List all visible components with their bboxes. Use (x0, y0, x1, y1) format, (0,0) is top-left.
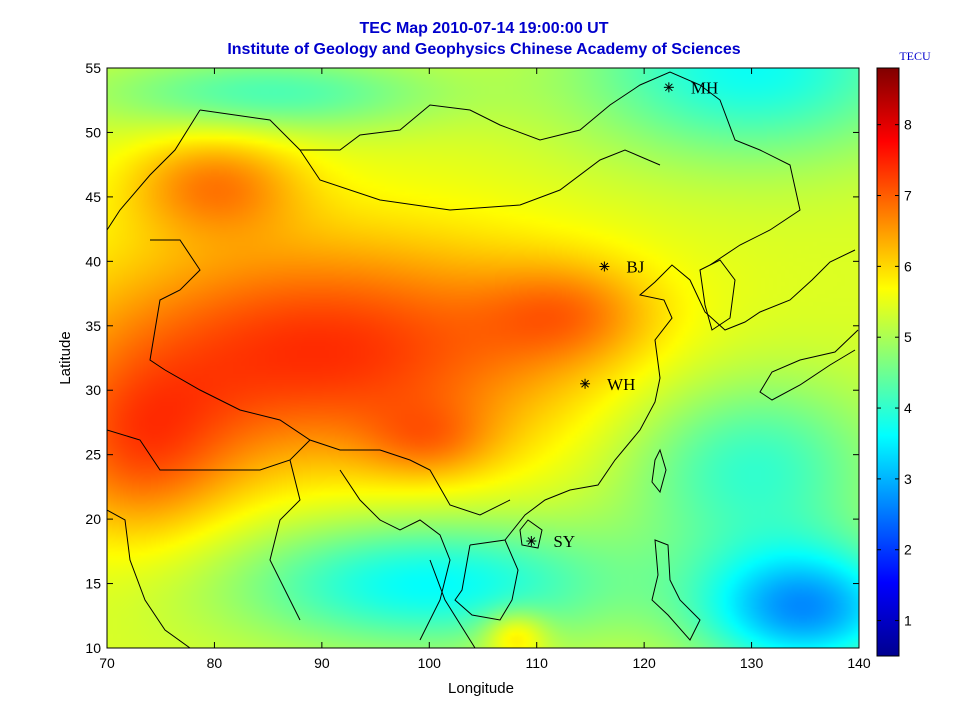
station-sy: SY (526, 532, 575, 551)
station-markers: MH BJ WH SY (526, 78, 718, 551)
chart-subtitle: Institute of Geology and Geophysics Chin… (227, 41, 740, 58)
coastline-borders (107, 71, 859, 648)
station-marker-stroke (581, 379, 589, 388)
x-tick-label: 80 (207, 655, 223, 671)
station-label: MH (691, 78, 718, 97)
y-axis-ticks: 10 15 20 25 30 35 40 45 50 55 (85, 60, 859, 656)
border-south-asia (107, 429, 311, 621)
station-marker-stroke (527, 537, 536, 545)
colorbar-tick-label: 4 (904, 400, 912, 416)
colorbar-tick-label: 7 (904, 188, 912, 204)
y-tick-label: 20 (85, 511, 101, 527)
philippines-outline (651, 539, 701, 641)
station-marker-stroke (600, 262, 609, 271)
chart-title: TEC Map 2010-07-14 19:00:00 UT (360, 20, 609, 37)
y-tick-label: 45 (85, 189, 101, 205)
colorbar-tick-label: 1 (904, 613, 912, 629)
y-tick-label: 25 (85, 447, 101, 463)
station-mh: MH (663, 78, 718, 97)
x-tick-label: 120 (632, 655, 656, 671)
border-himalaya (164, 369, 511, 516)
station-label: WH (607, 375, 635, 394)
station-label: BJ (626, 257, 644, 276)
colorbar-tick-label: 3 (904, 471, 912, 487)
y-tick-label: 30 (85, 382, 101, 398)
colorbar-tick-label: 2 (904, 542, 912, 558)
x-tick-label: 130 (740, 655, 764, 671)
border-myanmar (339, 469, 451, 641)
colorbar-label: TECU (899, 49, 931, 63)
korea-outline (699, 259, 736, 331)
y-tick-label: 50 (85, 124, 101, 140)
y-tick-label: 40 (85, 253, 101, 269)
y-tick-label: 55 (85, 60, 101, 76)
x-tick-label: 140 (847, 655, 871, 671)
x-tick-label: 70 (99, 655, 115, 671)
station-label: SY (553, 532, 575, 551)
x-axis-ticks: 70 80 90 100 110 120 130 140 (99, 68, 871, 671)
colorbar-ticks: 1 2 3 4 5 6 7 8 (877, 117, 912, 629)
y-tick-label: 15 (85, 576, 101, 592)
taiwan-outline (651, 448, 667, 494)
station-bj: BJ (599, 257, 645, 276)
plot-frame (106, 67, 860, 649)
india-coast (107, 509, 191, 648)
colorbar-tick-label: 5 (904, 329, 912, 345)
station-marker-stroke (664, 83, 673, 92)
border-western (107, 109, 201, 371)
colorbar-tick-label: 8 (904, 117, 912, 133)
y-tick-label: 10 (85, 640, 101, 656)
x-tick-label: 90 (314, 655, 330, 671)
hainan-outline (519, 519, 543, 549)
station-wh: WH (580, 375, 635, 394)
colorbar-tick-label: 6 (904, 258, 912, 274)
x-tick-label: 110 (526, 655, 549, 671)
tec-heatmap (107, 68, 859, 648)
coastline-east-china (469, 249, 856, 546)
colorbar (876, 67, 900, 657)
x-tick-label: 100 (418, 655, 442, 671)
indochina-outline (429, 539, 519, 648)
y-tick-label: 35 (85, 318, 101, 334)
x-axis-label: Longitude (448, 680, 514, 697)
japan-outline (759, 329, 859, 401)
y-axis-label: Latitude (57, 331, 74, 384)
tec-heatmap-raster (107, 68, 859, 648)
border-northern (199, 71, 801, 266)
border-mongolia-south (299, 149, 661, 211)
